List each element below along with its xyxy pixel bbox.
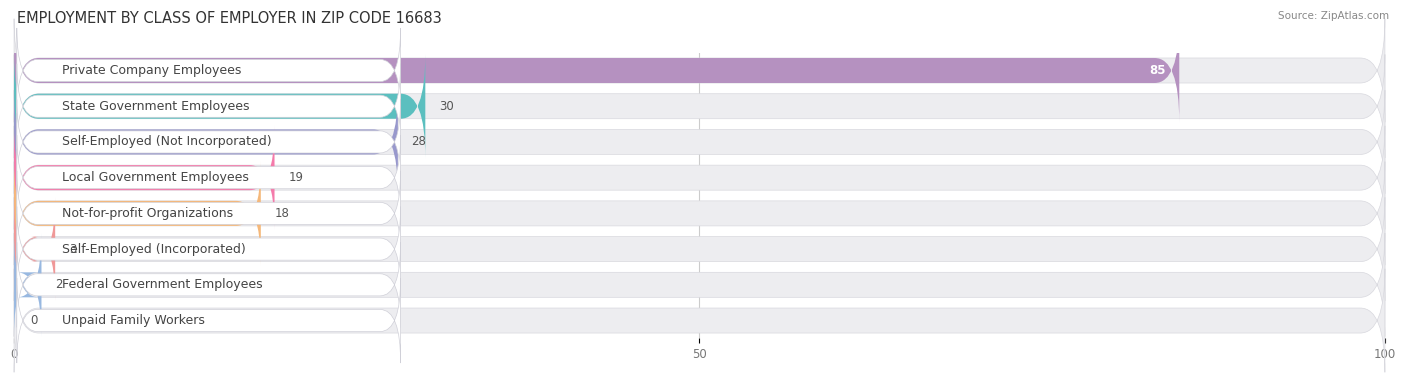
Text: 28: 28 [412,135,426,149]
FancyBboxPatch shape [17,206,401,292]
Text: EMPLOYMENT BY CLASS OF EMPLOYER IN ZIP CODE 16683: EMPLOYMENT BY CLASS OF EMPLOYER IN ZIP C… [17,11,441,26]
FancyBboxPatch shape [14,19,1180,122]
Text: Local Government Employees: Local Government Employees [62,171,249,184]
FancyBboxPatch shape [17,99,401,185]
Text: Unpaid Family Workers: Unpaid Family Workers [62,314,205,327]
Text: 3: 3 [69,243,76,256]
Text: Self-Employed (Not Incorporated): Self-Employed (Not Incorporated) [62,135,271,149]
FancyBboxPatch shape [14,197,55,301]
FancyBboxPatch shape [14,162,1385,265]
FancyBboxPatch shape [14,90,1385,194]
FancyBboxPatch shape [14,233,42,337]
Text: Source: ZipAtlas.com: Source: ZipAtlas.com [1278,11,1389,21]
Text: Self-Employed (Incorporated): Self-Employed (Incorporated) [62,243,246,256]
FancyBboxPatch shape [17,242,401,327]
FancyBboxPatch shape [14,19,1385,122]
FancyBboxPatch shape [14,126,274,229]
FancyBboxPatch shape [14,162,262,265]
FancyBboxPatch shape [17,28,401,113]
FancyBboxPatch shape [14,269,1385,372]
Text: 30: 30 [439,100,454,113]
FancyBboxPatch shape [17,64,401,149]
Text: 2: 2 [55,278,63,291]
FancyBboxPatch shape [14,233,1385,337]
Text: Federal Government Employees: Federal Government Employees [62,278,263,291]
Text: State Government Employees: State Government Employees [62,100,249,113]
Text: 85: 85 [1149,64,1166,77]
FancyBboxPatch shape [17,171,401,256]
Text: Private Company Employees: Private Company Employees [62,64,242,77]
Text: 19: 19 [288,171,304,184]
FancyBboxPatch shape [14,55,425,158]
FancyBboxPatch shape [17,278,401,363]
FancyBboxPatch shape [14,197,1385,301]
Text: 18: 18 [274,207,290,220]
FancyBboxPatch shape [14,90,398,194]
FancyBboxPatch shape [14,126,1385,229]
Text: Not-for-profit Organizations: Not-for-profit Organizations [62,207,233,220]
FancyBboxPatch shape [17,135,401,220]
FancyBboxPatch shape [14,55,1385,158]
Text: 0: 0 [31,314,38,327]
